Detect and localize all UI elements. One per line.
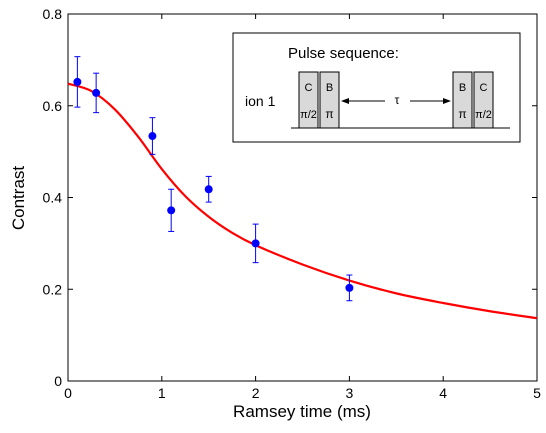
x-tick-label: 1 [158,385,166,401]
tick-label-group: 0 1 2 3 4 5 0 0.2 0.4 0.6 0.8 [43,6,542,401]
data-point-group [345,274,354,302]
fit-curve [67,82,538,320]
x-tick-label: 5 [533,385,541,401]
pulse-left-2-sub: π [325,107,333,121]
pulse-right-2-label: C [480,82,488,94]
y-axis-title: Contrast [9,166,28,231]
pulse-right-1 [452,71,473,129]
tau-label: τ [395,93,400,107]
x-axis-title: Ramsey time (ms) [233,402,371,421]
x-tick-label: 3 [346,385,354,401]
pulse-right-2 [473,71,494,129]
pulse-left-1-sub: π/2 [300,109,317,121]
data-point-group [251,223,260,264]
pulse-left-2 [319,71,340,129]
series-group [67,56,538,320]
data-point-group [204,175,213,203]
tick-group [67,13,538,382]
inset-title: Pulse sequence: [288,45,399,62]
y-tick-label: 0 [54,373,62,389]
pulse-left-1-label: C [305,82,313,94]
data-point-group [167,188,176,232]
pulse-right-1-sub: π [458,107,466,121]
inset-row-label: ion 1 [245,93,276,109]
data-point-group [92,72,101,114]
x-tick-label: 4 [439,385,447,401]
pulse-right-1-label: B [459,82,466,94]
y-tick-label: 0.4 [43,190,63,206]
x-tick-label: 2 [252,385,260,401]
data-point [251,239,260,248]
pulse-left-1 [298,71,319,129]
data-point-group [73,56,82,108]
data-point [345,283,354,292]
data-point [73,77,82,86]
data-point [167,206,176,215]
tau-arrowhead-right [443,98,451,104]
data-point-group [148,117,157,155]
data-point [148,132,157,141]
y-tick-label: 0.8 [43,6,63,22]
data-point [92,88,101,97]
pulse-left-2-label: B [326,82,333,94]
x-tick-label: 0 [64,385,72,401]
y-tick-label: 0.6 [43,98,63,114]
tau-arrowhead-left [341,98,349,104]
pulse-right-2-sub: π/2 [475,109,492,121]
pulse-sequence-inset: Pulse sequence: ion 1 C B B C π/2 π π π/… [232,32,521,143]
y-tick-label: 0.2 [43,281,63,297]
data-point [204,185,213,194]
